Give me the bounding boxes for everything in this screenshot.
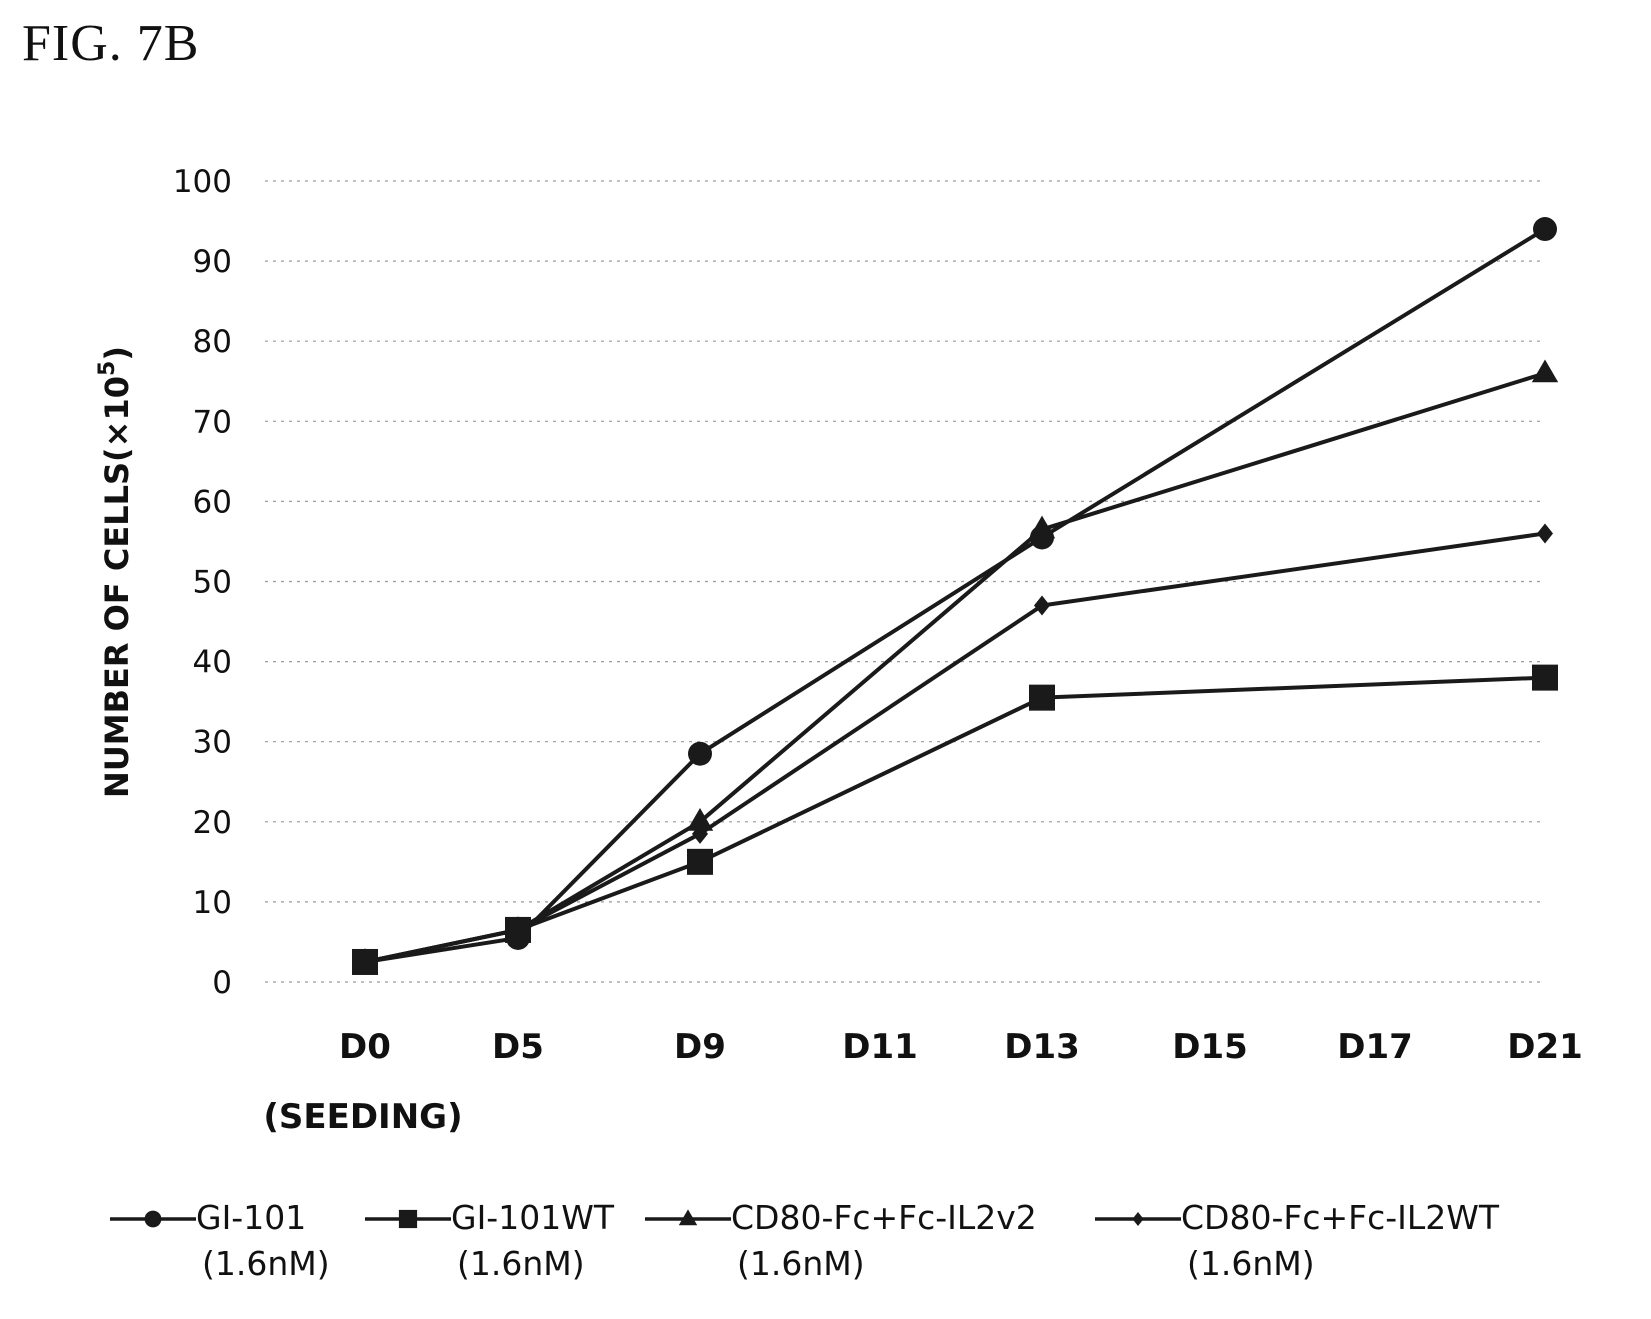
y-tick-label: 0 <box>212 965 232 1001</box>
legend-series-name: CD80-Fc+Fc-IL2WT <box>1181 1198 1500 1237</box>
legend-symbol <box>1095 1212 1181 1226</box>
x-tick-label: D17 <box>1337 1027 1413 1067</box>
data-point-diamond <box>357 951 373 972</box>
data-point-diamond <box>1034 595 1050 616</box>
x-tick-label: D15 <box>1172 1027 1248 1067</box>
data-point-square <box>1029 684 1055 711</box>
legend-series-concentration: (1.6nM) <box>737 1244 865 1283</box>
series-line <box>364 371 1546 964</box>
figure-label: FIG. 7B <box>22 15 200 72</box>
legend-symbol <box>645 1209 731 1226</box>
data-point-square <box>687 848 713 875</box>
legend-item: CD80-Fc+Fc-IL2v2 (1.6nM) <box>645 1195 1037 1287</box>
y-tick-label: 60 <box>193 484 232 520</box>
legend-item: GI-101 (1.6nM) <box>110 1195 330 1287</box>
series-lines <box>364 227 1547 964</box>
y-tick-label: 20 <box>193 805 232 841</box>
y-tick-label: 30 <box>193 725 232 761</box>
legend-marker-square <box>398 1209 418 1229</box>
y-tick-label: 100 <box>173 164 232 200</box>
data-point-diamond <box>510 919 526 940</box>
y-tick-label: 70 <box>193 404 232 440</box>
legend-symbol <box>110 1210 196 1228</box>
legend-series-concentration: (1.6nM) <box>457 1244 585 1283</box>
legend-item: GI-101WT (1.6nM) <box>365 1195 614 1287</box>
legend-series-name: CD80-Fc+Fc-IL2v2 <box>731 1198 1037 1237</box>
legend-series-concentration: (1.6nM) <box>202 1244 330 1283</box>
series-line <box>364 531 1546 964</box>
legend-item: CD80-Fc+Fc-IL2WT (1.6nM) <box>1095 1195 1499 1287</box>
x-tick-label: D13 <box>1004 1027 1080 1067</box>
x-tick-sublabel: (SEEDING) <box>263 1097 462 1137</box>
data-point-triangle <box>1531 359 1559 383</box>
legend-label: GI-101 (1.6nM) <box>196 1195 330 1287</box>
series-line <box>364 227 1547 964</box>
series-markers <box>351 217 1559 975</box>
x-tick-label: D0 <box>339 1027 391 1067</box>
legend-series-name: GI-101 <box>196 1198 307 1237</box>
y-axis-label: NUMBER OF CELLS(×105) <box>95 346 136 798</box>
y-tick-label: 50 <box>193 565 232 601</box>
data-point-triangle <box>686 808 714 831</box>
gridlines <box>265 180 1540 983</box>
legend-label: CD80-Fc+Fc-IL2WT (1.6nM) <box>1181 1195 1499 1287</box>
data-point-diamond <box>1537 523 1553 544</box>
data-point-square <box>1532 664 1558 691</box>
legend-symbol <box>365 1209 451 1229</box>
legend-series-concentration: (1.6nM) <box>1187 1244 1315 1283</box>
legend-marker-circle <box>144 1210 162 1228</box>
data-point-triangle <box>1028 515 1056 539</box>
x-tick-label: D21 <box>1507 1027 1583 1067</box>
line-chart: 0 10 20 30 40 50 60 70 80 90 100 D0 (SEEDING) D5 D9 D1… <box>95 164 1583 1137</box>
legend-label: GI-101WT (1.6nM) <box>451 1195 614 1287</box>
x-axis-ticks: D0 (SEEDING) D5 D9 D11 D13 D15 D17 D21 <box>263 1027 1582 1137</box>
legend-label: CD80-Fc+Fc-IL2v2 (1.6nM) <box>731 1195 1037 1287</box>
x-tick-label: D5 <box>492 1027 544 1067</box>
data-point-diamond <box>692 823 708 844</box>
legend: GI-101 (1.6nM) GI-101WT (1.6nM) CD80-Fc+Fc-I… <box>110 1195 1630 1305</box>
data-point-circle <box>688 741 712 766</box>
x-tick-label: D11 <box>842 1027 918 1067</box>
y-tick-label: 80 <box>193 324 232 360</box>
y-axis-ticks: 0 10 20 30 40 50 60 70 80 90 100 <box>173 164 232 1001</box>
legend-series-name: GI-101WT <box>451 1198 614 1237</box>
data-point-circle <box>1533 217 1557 242</box>
y-tick-label: 90 <box>193 244 232 280</box>
legend-marker-diamond <box>1132 1212 1144 1226</box>
x-tick-label: D9 <box>674 1027 726 1067</box>
y-tick-label: 10 <box>193 885 232 921</box>
legend-marker-triangle <box>678 1209 698 1226</box>
y-tick-label: 40 <box>193 645 232 681</box>
